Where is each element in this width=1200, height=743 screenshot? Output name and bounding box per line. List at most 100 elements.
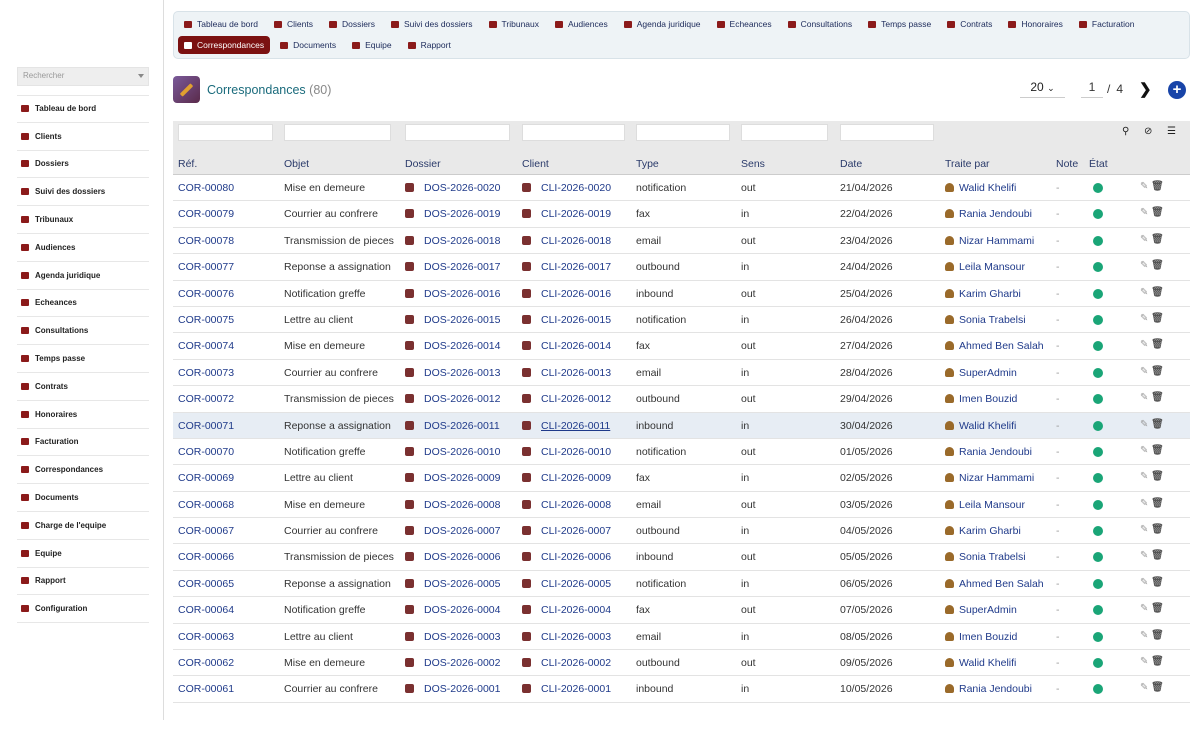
sidebar-item-configuration[interactable]: Configuration <box>17 595 149 624</box>
dossier-link[interactable]: DOS-2026-0017 <box>424 261 501 274</box>
ref-link[interactable]: COR-00061 <box>178 683 235 696</box>
trash-icon[interactable]: 🗑 <box>1151 312 1164 324</box>
edit-icon[interactable]: ✎ <box>1140 550 1149 562</box>
ref-link[interactable]: COR-00079 <box>178 208 235 221</box>
trash-icon[interactable]: 🗑 <box>1151 418 1164 430</box>
tab-equipe[interactable]: Equipe <box>346 36 397 54</box>
trash-icon[interactable]: 🗑 <box>1151 339 1164 351</box>
list-icon[interactable]: ☰ <box>1167 126 1176 137</box>
client-link[interactable]: CLI-2026-0009 <box>541 472 612 485</box>
edit-icon[interactable]: ✎ <box>1140 418 1149 430</box>
user-link[interactable]: Imen Bouzid <box>959 630 1018 643</box>
table-row[interactable]: COR-00069 Lettre au client DOS-2026-0009 CL… <box>173 465 1190 492</box>
dossier-link[interactable]: DOS-2026-0015 <box>424 313 501 326</box>
edit-icon[interactable]: ✎ <box>1140 682 1149 694</box>
ref-link[interactable]: COR-00068 <box>178 498 235 511</box>
dossier-link[interactable]: DOS-2026-0014 <box>424 340 501 353</box>
dossier-link[interactable]: DOS-2026-0007 <box>424 525 501 538</box>
ref-link[interactable]: COR-00071 <box>178 419 235 432</box>
dossier-link[interactable]: DOS-2026-0012 <box>424 393 501 406</box>
sidebar-item-rapport[interactable]: Rapport <box>17 568 149 596</box>
dossier-link[interactable]: DOS-2026-0018 <box>424 234 501 247</box>
ref-link[interactable]: COR-00065 <box>178 577 235 590</box>
sidebar-item-tableau-de-bord[interactable]: Tableau de bord <box>17 95 149 123</box>
user-link[interactable]: Sonia Trabelsi <box>959 551 1026 564</box>
next-page-icon[interactable]: ❯ <box>1139 81 1152 98</box>
user-link[interactable]: Ahmed Ben Salah <box>959 340 1044 353</box>
sidebar-item-audiences[interactable]: Audiences <box>17 234 149 262</box>
ref-link[interactable]: COR-00080 <box>178 182 235 194</box>
client-link[interactable]: CLI-2026-0003 <box>541 630 612 643</box>
dossier-link[interactable]: DOS-2026-0020 <box>424 182 501 194</box>
ref-link[interactable]: COR-00077 <box>178 261 235 274</box>
edit-icon[interactable]: ✎ <box>1140 233 1149 245</box>
sidebar-item-honoraires[interactable]: Honoraires <box>17 401 149 429</box>
column-header[interactable]: État <box>1089 158 1108 170</box>
trash-icon[interactable]: 🗑 <box>1151 656 1164 668</box>
add-correspondance-button[interactable]: + <box>1168 81 1186 99</box>
filter-ref-input[interactable] <box>178 124 273 141</box>
client-link[interactable]: CLI-2026-0001 <box>541 683 612 696</box>
sidebar-item-consultations[interactable]: Consultations <box>17 317 149 346</box>
column-header[interactable]: Client <box>522 158 549 170</box>
table-row[interactable]: COR-00074 Mise en demeure DOS-2026-0014 CLI… <box>173 333 1190 360</box>
dossier-link[interactable]: DOS-2026-0009 <box>424 472 501 485</box>
tab-documents[interactable]: Documents <box>274 36 342 54</box>
edit-icon[interactable]: ✎ <box>1140 392 1149 404</box>
client-link[interactable]: CLI-2026-0014 <box>541 340 612 353</box>
sidebar-item-correspondances[interactable]: Correspondances <box>17 456 149 485</box>
ref-link[interactable]: COR-00063 <box>178 630 235 643</box>
edit-icon[interactable]: ✎ <box>1140 260 1149 272</box>
edit-icon[interactable]: ✎ <box>1140 471 1149 483</box>
table-row[interactable]: COR-00075 Lettre au client DOS-2026-0015 CL… <box>173 307 1190 334</box>
page-number-input[interactable]: 1 <box>1081 80 1103 98</box>
tab-honoraires[interactable]: Honoraires <box>1002 15 1069 33</box>
user-link[interactable]: Karim Gharbi <box>959 287 1021 300</box>
tab-facturation[interactable]: Facturation <box>1073 15 1141 33</box>
table-row[interactable]: COR-00077 Reponse a assignation DOS-2026-0… <box>173 254 1190 281</box>
table-row[interactable]: COR-00073 Courrier au confrere DOS-2026-00… <box>173 360 1190 387</box>
trash-icon[interactable]: 🗑 <box>1151 444 1164 456</box>
sidebar-item-agenda-juridique[interactable]: Agenda juridique <box>17 262 149 290</box>
trash-icon[interactable]: 🗑 <box>1151 392 1164 404</box>
client-link[interactable]: CLI-2026-0005 <box>541 577 612 590</box>
dossier-link[interactable]: DOS-2026-0002 <box>424 657 501 670</box>
client-link[interactable]: CLI-2026-0010 <box>541 445 612 458</box>
sidebar-item-facturation[interactable]: Facturation <box>17 429 149 457</box>
tab-agenda-juridique[interactable]: Agenda juridique <box>618 15 707 33</box>
client-link[interactable]: CLI-2026-0017 <box>541 261 612 274</box>
client-link[interactable]: CLI-2026-0004 <box>541 604 612 617</box>
tab-contrats[interactable]: Contrats <box>941 15 998 33</box>
table-row[interactable]: COR-00062 Mise en demeure DOS-2026-0002 CLI… <box>173 650 1190 677</box>
sidebar-item-contrats[interactable]: Contrats <box>17 373 149 401</box>
trash-icon[interactable]: 🗑 <box>1151 550 1164 562</box>
filter-sens-input[interactable] <box>741 124 828 141</box>
client-link[interactable]: CLI-2026-0008 <box>541 498 612 511</box>
user-link[interactable]: Nizar Hammami <box>959 472 1035 485</box>
sidebar-item-dossiers[interactable]: Dossiers <box>17 151 149 179</box>
table-row[interactable]: COR-00066 Transmission de pieces DOS-2026-… <box>173 544 1190 571</box>
user-link[interactable]: Rania Jendoubi <box>959 208 1032 221</box>
edit-icon[interactable]: ✎ <box>1140 339 1149 351</box>
user-link[interactable]: Walid Khelifi <box>959 182 1017 194</box>
edit-icon[interactable]: ✎ <box>1140 524 1149 536</box>
tab-dossiers[interactable]: Dossiers <box>323 15 381 33</box>
user-link[interactable]: Leila Mansour <box>959 498 1025 511</box>
ref-link[interactable]: COR-00072 <box>178 393 235 406</box>
dossier-link[interactable]: DOS-2026-0003 <box>424 630 501 643</box>
ref-link[interactable]: COR-00070 <box>178 445 235 458</box>
column-header[interactable]: Traite par <box>945 158 990 170</box>
edit-icon[interactable]: ✎ <box>1140 576 1149 588</box>
trash-icon[interactable]: 🗑 <box>1151 497 1164 509</box>
table-row[interactable]: COR-00068 Mise en demeure DOS-2026-0008 CLI… <box>173 492 1190 519</box>
column-header[interactable]: Sens <box>741 158 765 170</box>
user-link[interactable]: Imen Bouzid <box>959 393 1018 406</box>
ref-link[interactable]: COR-00066 <box>178 551 235 564</box>
trash-icon[interactable]: 🗑 <box>1151 365 1164 377</box>
table-row[interactable]: COR-00072 Transmission de pieces DOS-2026-… <box>173 386 1190 413</box>
user-link[interactable]: SuperAdmin <box>959 366 1017 379</box>
user-link[interactable]: Leila Mansour <box>959 261 1025 274</box>
filter-client-input[interactable] <box>522 124 625 141</box>
table-row[interactable]: COR-00063 Lettre au client DOS-2026-0003 CL… <box>173 624 1190 651</box>
table-row[interactable]: COR-00064 Notification greffe DOS-2026-000… <box>173 597 1190 624</box>
